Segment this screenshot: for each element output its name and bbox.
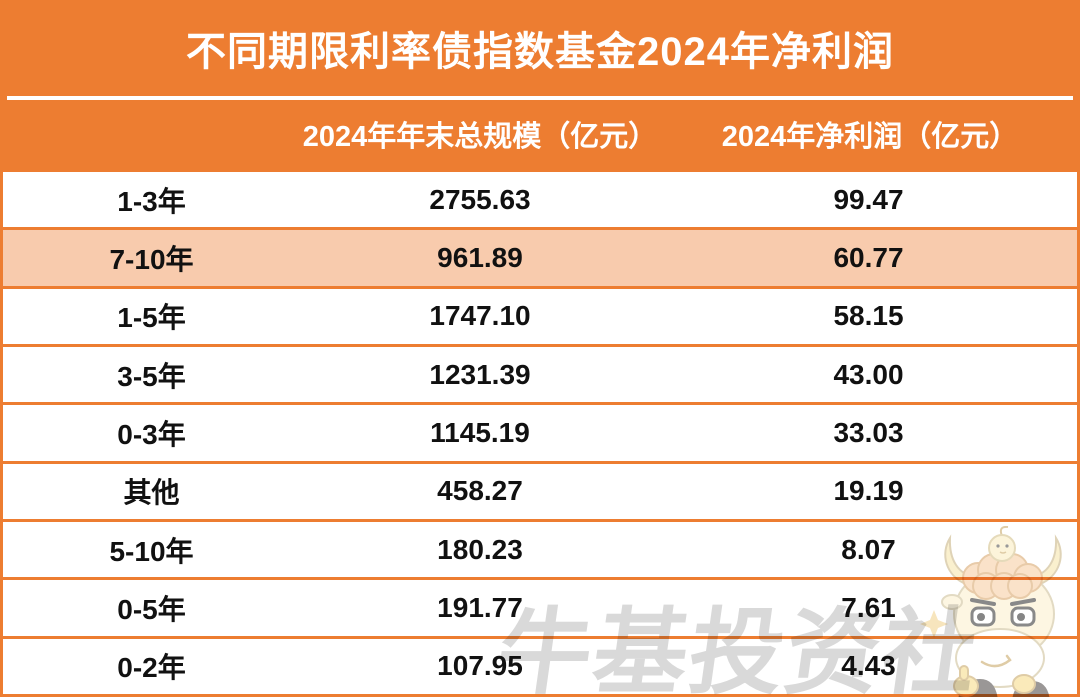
table-row: 3-5年 1231.39 43.00	[3, 346, 1077, 406]
maturity-cell: 0-3年	[117, 418, 186, 450]
scale-cell: 1747.10	[429, 300, 531, 332]
scale-cell: 107.95	[437, 650, 523, 682]
scale-cell: 458.27	[437, 475, 523, 507]
maturity-cell: 0-5年	[117, 593, 186, 625]
profit-cell: 19.19	[833, 475, 904, 507]
table-row: 1-5年 1747.10 58.15	[3, 288, 1077, 347]
table-row: 1-3年 2755.63 99.47	[3, 172, 1077, 231]
maturity-cell: 3-5年	[117, 360, 186, 392]
table-row: 0-5年 191.77 7.61	[3, 580, 1077, 639]
table-row: 7-10年 961.89 60.77	[3, 230, 1077, 289]
table-row: 其他 458.27 19.19	[3, 463, 1077, 522]
maturity-cell: 1-3年	[117, 185, 186, 217]
scale-cell: 191.77	[437, 591, 523, 623]
maturity-cell: 5-10年	[109, 535, 194, 567]
profit-cell: 60.77	[833, 241, 904, 273]
table-row: 0-2年 107.95 4.43	[3, 638, 1077, 694]
scale-cell: 1145.19	[430, 416, 530, 448]
profit-cell: 99.47	[833, 183, 904, 215]
profit-cell: 4.43	[841, 650, 896, 682]
maturity-cell: 7-10年	[109, 243, 194, 275]
scale-cell: 2755.63	[429, 183, 531, 215]
maturity-cell: 其他	[123, 477, 180, 509]
table-header-block: 不同期限利率债指数基金2024年净利润 2024年年末总规模（亿元） 2024年…	[0, 0, 1080, 172]
profit-cell: 33.03	[833, 416, 904, 448]
title-divider	[7, 96, 1073, 100]
profit-cell: 43.00	[833, 358, 904, 390]
column-header-row: 2024年年末总规模（亿元） 2024年净利润（亿元）	[0, 100, 1080, 168]
scale-cell: 1231.39	[429, 358, 531, 390]
table-row: 5-10年 180.23 8.07	[3, 521, 1077, 581]
table-body: 1-3年 2755.63 99.47 7-10年 961.89 60.77 1-…	[0, 172, 1080, 697]
profit-cell: 58.15	[833, 300, 904, 332]
scale-cell: 180.23	[437, 533, 523, 565]
scale-cell: 961.89	[437, 241, 523, 273]
column-header-profit: 2024年净利润（亿元）	[721, 121, 1019, 153]
page-title: 不同期限利率债指数基金2024年净利润	[186, 30, 894, 74]
profit-cell: 8.07	[841, 533, 896, 565]
maturity-cell: 1-5年	[117, 302, 186, 334]
maturity-cell: 0-2年	[117, 652, 186, 684]
table-row: 0-3年 1145.19 33.03	[3, 405, 1077, 464]
profit-cell: 7.61	[841, 591, 896, 623]
column-header-scale: 2024年年末总规模（亿元）	[302, 121, 658, 153]
